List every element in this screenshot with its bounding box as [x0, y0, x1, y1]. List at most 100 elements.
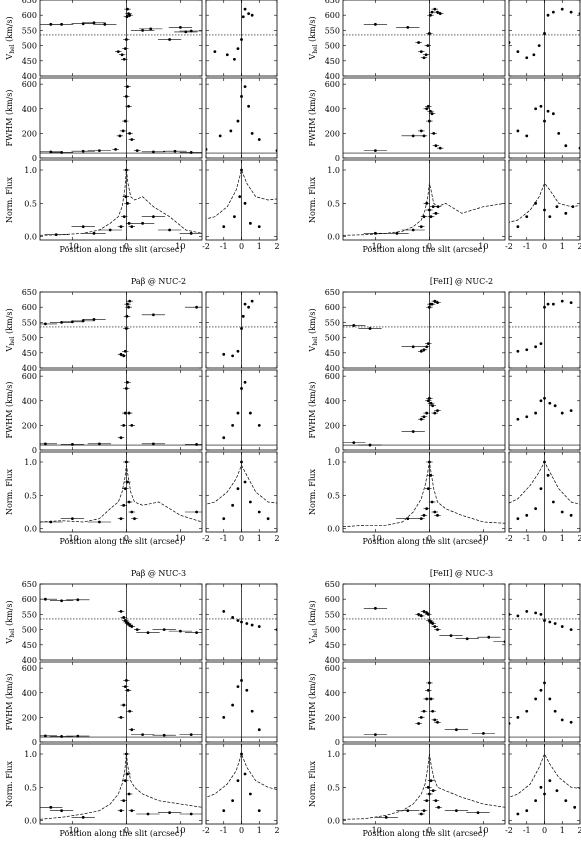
data-point — [537, 44, 541, 47]
y-tick-label: 400 — [325, 656, 340, 665]
data-layer — [343, 460, 505, 528]
x-tick-label: 0 — [239, 826, 244, 835]
data-point — [422, 609, 426, 613]
data-point — [92, 21, 96, 25]
data-point — [123, 47, 127, 51]
data-point — [195, 305, 199, 309]
data-point — [250, 131, 254, 135]
y-tick-label: 600 — [22, 664, 37, 673]
data-point — [525, 415, 529, 419]
fwhm-wide-axes: 0 200 400 600 — [22, 77, 203, 163]
data-point — [236, 47, 240, 51]
flux-profile-line — [206, 752, 277, 798]
x-tick-label: 10 — [478, 826, 488, 835]
data-point — [431, 404, 435, 408]
data-point — [60, 735, 63, 738]
y-tick-label: 0.0 — [24, 817, 37, 826]
data-point — [222, 436, 226, 440]
data-point — [539, 688, 543, 692]
data-point — [231, 799, 235, 803]
data-point — [128, 623, 132, 627]
flux-profile-line — [343, 183, 505, 236]
data-point — [118, 134, 122, 138]
data-layer — [509, 681, 573, 725]
data-point — [348, 327, 351, 330]
data-point — [516, 417, 520, 421]
y-tick-label: 1.0 — [327, 750, 340, 759]
vel-zoom-axes — [508, 0, 581, 77]
y-tick-label: 600 — [22, 80, 37, 89]
data-point — [243, 201, 247, 205]
data-point — [231, 423, 235, 427]
data-point — [525, 609, 529, 613]
y-label-subscript: hel — [9, 44, 16, 53]
data-point — [141, 29, 145, 32]
data-point — [490, 229, 493, 232]
y-tick-label: 200 — [325, 713, 340, 722]
data-point — [236, 685, 240, 689]
data-point — [374, 606, 377, 610]
data-point — [425, 697, 429, 701]
data-point — [233, 215, 236, 219]
data-point — [516, 225, 520, 229]
data-point — [430, 500, 434, 504]
data-point — [437, 232, 440, 235]
panel-6: [FeII] @ NUC-3 400 450 500 550 600 650 Vhel (km… — [308, 569, 581, 838]
vel-zoom-axes — [348, 291, 581, 369]
data-point — [122, 703, 126, 707]
data-point — [44, 442, 47, 446]
y-tick-label: 450 — [325, 349, 340, 358]
data-point — [81, 319, 85, 323]
data-point — [236, 487, 240, 491]
data-point — [293, 29, 296, 32]
data-point — [425, 345, 429, 349]
data-point — [240, 752, 243, 756]
data-point — [560, 299, 564, 303]
data-point — [422, 215, 426, 219]
data-point — [487, 635, 491, 639]
y-tick-label: 600 — [22, 595, 37, 604]
x-tick-label: -10 — [369, 826, 382, 835]
y-tick-label: 500 — [22, 42, 37, 51]
y-label-subscript: hel — [9, 336, 16, 345]
data-point — [406, 517, 410, 521]
y-label-main: V — [5, 54, 14, 61]
flux-profile-line — [509, 182, 580, 223]
data-point — [257, 809, 261, 813]
data-point — [151, 521, 154, 524]
data-point — [98, 442, 101, 446]
data-point — [534, 411, 538, 415]
y-tick-label: 600 — [22, 11, 37, 20]
data-point — [329, 215, 332, 218]
data-point — [471, 631, 474, 634]
y-tick-label: 600 — [325, 595, 340, 604]
data-point — [240, 168, 243, 172]
data-point — [243, 302, 247, 306]
x-tick-label: 2 — [577, 826, 581, 835]
data-point — [560, 7, 564, 11]
data-point — [551, 500, 555, 504]
data-point — [49, 150, 53, 154]
data-point — [119, 517, 123, 521]
data-point — [428, 32, 431, 35]
flux-wide-axes: -10 0 10 0.0 0.5 1.0 — [327, 159, 506, 251]
data-point — [525, 134, 529, 138]
data-point — [81, 225, 85, 229]
x-tick-label: -2 — [202, 242, 210, 251]
x-tick-label: -1 — [220, 826, 228, 835]
flux-wide-axes: -10 0 10 0.0 0.5 1.0 — [24, 159, 203, 251]
data-point — [426, 399, 430, 403]
data-point — [436, 409, 439, 413]
data-point — [382, 38, 385, 41]
y-tick-label: 550 — [325, 610, 340, 619]
y-axis-label: Norm. Flux — [308, 760, 317, 807]
data-point — [543, 305, 546, 309]
y-axis-label: FWHM (km/s) — [5, 674, 14, 731]
y-label-unit: (km/s) — [5, 308, 14, 336]
data-point — [257, 138, 261, 141]
data-point — [453, 151, 456, 154]
axes-frame — [39, 451, 203, 533]
axes-frame — [342, 451, 506, 533]
data-point — [179, 25, 182, 29]
data-point — [168, 811, 172, 815]
